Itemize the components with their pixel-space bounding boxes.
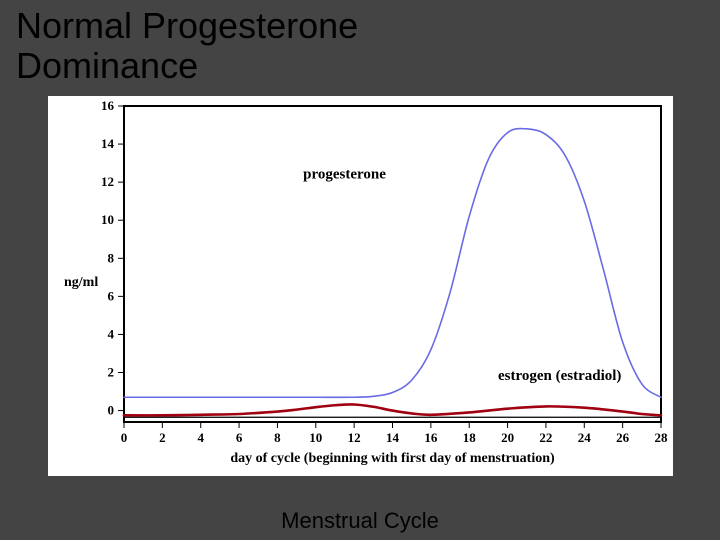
y-tick-label: 6 (108, 288, 115, 303)
y-tick-label: 12 (101, 174, 114, 189)
x-tick-label: 10 (309, 430, 322, 445)
x-tick-label: 20 (501, 430, 514, 445)
x-tick-label: 24 (578, 430, 592, 445)
y-tick-label: 10 (101, 212, 114, 227)
hormone-chart: 02468101214161820222426280246810121416da… (48, 96, 673, 476)
x-axis-label: day of cycle (beginning with first day o… (230, 451, 555, 466)
y-tick-label: 14 (101, 136, 115, 151)
chart-container: 02468101214161820222426280246810121416da… (48, 96, 673, 476)
y-axis-label: ng/ml (64, 275, 98, 290)
x-tick-label: 0 (121, 430, 128, 445)
y-tick-label: 0 (108, 403, 115, 418)
x-tick-label: 4 (197, 430, 204, 445)
y-tick-label: 8 (108, 250, 115, 265)
x-tick-label: 14 (386, 430, 400, 445)
x-tick-label: 2 (159, 430, 166, 445)
caption: Menstrual Cycle (0, 508, 720, 534)
y-tick-label: 16 (101, 98, 115, 113)
progesterone-label: progesterone (303, 166, 386, 182)
x-tick-label: 22 (539, 430, 552, 445)
x-tick-label: 28 (655, 430, 669, 445)
estrogen-label: estrogen (estradiol) (498, 368, 621, 384)
page-title: Normal ProgesteroneDominance (16, 6, 358, 86)
y-tick-label: 2 (108, 365, 115, 380)
x-tick-label: 8 (274, 430, 281, 445)
x-tick-label: 18 (463, 430, 477, 445)
y-tick-label: 4 (108, 326, 115, 341)
x-tick-label: 12 (348, 430, 361, 445)
x-tick-label: 16 (424, 430, 438, 445)
x-tick-label: 26 (616, 430, 630, 445)
x-tick-label: 6 (236, 430, 243, 445)
